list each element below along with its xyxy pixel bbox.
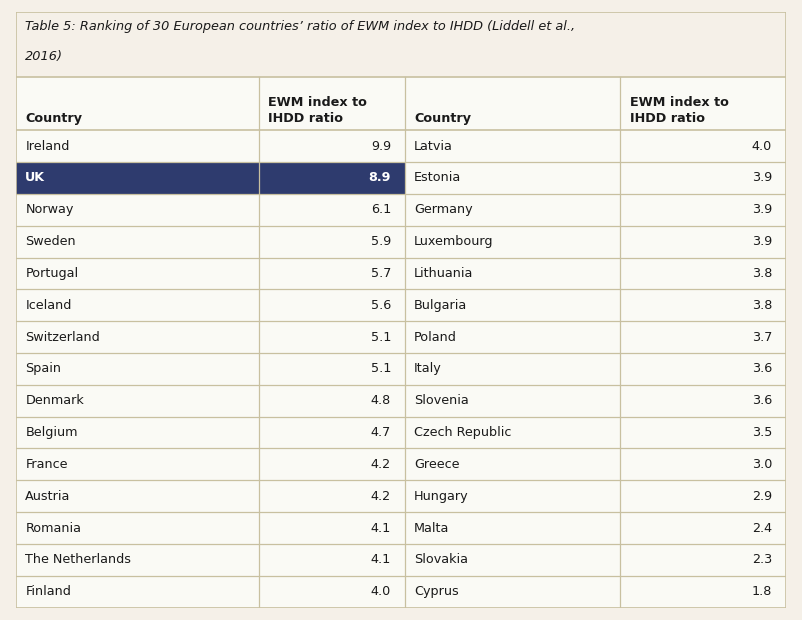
Text: 3.6: 3.6 [751,394,772,407]
Text: 4.0: 4.0 [751,140,772,153]
Text: 3.9: 3.9 [751,203,772,216]
Text: The Netherlands: The Netherlands [26,554,132,566]
Text: 3.7: 3.7 [751,330,772,343]
Text: Poland: Poland [414,330,457,343]
Text: Belgium: Belgium [26,426,78,439]
Text: Estonia: Estonia [414,172,461,185]
Text: 4.0: 4.0 [371,585,391,598]
Text: Portugal: Portugal [26,267,79,280]
Text: 4.7: 4.7 [371,426,391,439]
Text: Germany: Germany [414,203,472,216]
Text: 5.6: 5.6 [371,299,391,312]
Text: 2016): 2016) [26,50,63,63]
Text: Luxembourg: Luxembourg [414,235,493,248]
Text: Malta: Malta [414,521,449,534]
Text: Switzerland: Switzerland [26,330,100,343]
Text: Finland: Finland [26,585,71,598]
Text: 2.4: 2.4 [752,521,772,534]
Text: 4.2: 4.2 [371,490,391,503]
Text: 4.1: 4.1 [371,554,391,566]
Text: 3.6: 3.6 [751,363,772,376]
Bar [16,77,786,608]
Text: Iceland: Iceland [26,299,71,312]
Text: 5.9: 5.9 [371,235,391,248]
Text: France: France [26,458,68,471]
Text: 3.8: 3.8 [751,299,772,312]
Bar [16,12,786,77]
Text: Lithuania: Lithuania [414,267,473,280]
Text: 9.9: 9.9 [371,140,391,153]
Text: Slovenia: Slovenia [414,394,469,407]
Text: Sweden: Sweden [26,235,76,248]
Text: 1.8: 1.8 [751,585,772,598]
Text: Denmark: Denmark [26,394,84,407]
Text: Table 5: Ranking of 30 European countries’ ratio of EWM index to IHDD (Liddell e: Table 5: Ranking of 30 European countrie… [26,20,575,32]
Text: 3.5: 3.5 [751,426,772,439]
Text: UK: UK [26,172,45,185]
Text: 4.1: 4.1 [371,521,391,534]
Text: 3.8: 3.8 [751,267,772,280]
Text: EWM index to
IHDD ratio: EWM index to IHDD ratio [630,97,728,125]
Text: Greece: Greece [414,458,460,471]
Text: Bulgaria: Bulgaria [414,299,468,312]
Text: 4.8: 4.8 [371,394,391,407]
Text: Latvia: Latvia [414,140,453,153]
Text: Italy: Italy [414,363,442,376]
Text: Slovakia: Slovakia [414,554,468,566]
Text: 8.9: 8.9 [368,172,391,185]
Text: 4.2: 4.2 [371,458,391,471]
Text: Romania: Romania [26,521,81,534]
Bar [16,162,405,194]
Text: Hungary: Hungary [414,490,468,503]
Text: Ireland: Ireland [26,140,70,153]
Text: 5.1: 5.1 [371,330,391,343]
Text: 2.9: 2.9 [752,490,772,503]
Text: EWM index to
IHDD ratio: EWM index to IHDD ratio [268,97,367,125]
Text: 5.1: 5.1 [371,363,391,376]
Text: Country: Country [414,112,471,125]
Text: 3.9: 3.9 [751,172,772,185]
Text: Spain: Spain [26,363,61,376]
Text: Norway: Norway [26,203,74,216]
Text: 5.7: 5.7 [371,267,391,280]
Text: Austria: Austria [26,490,71,503]
Text: Czech Republic: Czech Republic [414,426,512,439]
Text: 3.9: 3.9 [751,235,772,248]
Text: 6.1: 6.1 [371,203,391,216]
Text: 3.0: 3.0 [751,458,772,471]
Text: Country: Country [26,112,83,125]
Text: 2.3: 2.3 [751,554,772,566]
Text: Cyprus: Cyprus [414,585,459,598]
